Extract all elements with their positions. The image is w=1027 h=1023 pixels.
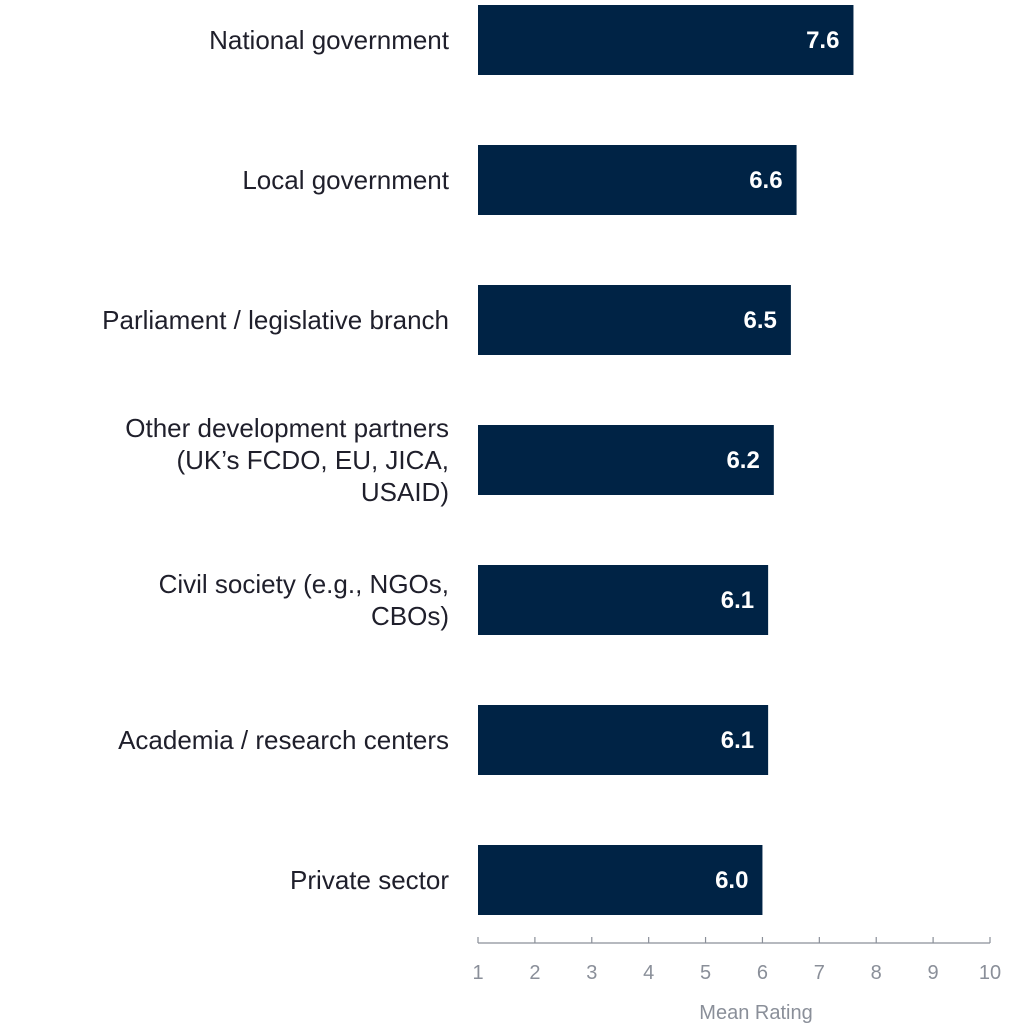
- category-label: Civil society (e.g., NGOs, CBOs): [159, 569, 449, 631]
- category-label-line: Civil society (e.g., NGOs,: [159, 569, 449, 599]
- bar: [478, 5, 854, 75]
- bar-value-label: 6.0: [715, 867, 748, 894]
- x-tick-label: 4: [643, 962, 654, 984]
- category-label-line: Private sector: [290, 865, 449, 895]
- bar: [478, 425, 774, 495]
- category-label: Local government: [242, 165, 449, 195]
- x-tick-label: 7: [814, 962, 825, 984]
- bar-value-label: 6.2: [726, 447, 759, 474]
- x-tick-label: 6: [757, 962, 768, 984]
- bar-value-label: 6.5: [744, 307, 777, 334]
- category-label: Academia / research centers: [118, 725, 449, 755]
- bar: [478, 145, 797, 215]
- bar: [478, 285, 791, 355]
- bar: [478, 845, 763, 915]
- bar-value-label: 7.6: [806, 27, 839, 54]
- x-tick-label: 5: [700, 962, 711, 984]
- category-label-line: Other development partners: [125, 413, 449, 443]
- category-label: Parliament / legislative branch: [102, 305, 449, 335]
- x-tick-label: 1: [472, 962, 483, 984]
- category-label-line: Local government: [242, 165, 449, 195]
- category-label-line: Parliament / legislative branch: [102, 305, 449, 335]
- category-label-line: (UK’s FCDO, EU, JICA,: [176, 445, 449, 475]
- x-tick-label: 2: [529, 962, 540, 984]
- category-label-line: USAID): [361, 477, 449, 507]
- bar-value-label: 6.6: [749, 167, 782, 194]
- category-label: National government: [209, 25, 450, 55]
- x-tick-label: 9: [928, 962, 939, 984]
- x-axis: 1 2 3 4 5 6 7 8 9 10: [472, 937, 1001, 984]
- x-tick-label: 10: [979, 962, 1001, 984]
- bar: [478, 705, 769, 775]
- category-label: Private sector: [290, 865, 449, 895]
- x-axis-title: Mean Rating: [699, 1002, 812, 1023]
- bars-layer: 7.6 National government 6.6 Local governmen…: [102, 5, 854, 915]
- bar: [478, 565, 769, 635]
- category-label-line: National government: [209, 25, 450, 55]
- x-tick-label: 3: [586, 962, 597, 984]
- bar-value-label: 6.1: [721, 587, 754, 614]
- category-label-line: CBOs): [371, 601, 449, 631]
- category-label: Other development partners (UK’s FCDO, EU…: [125, 413, 449, 507]
- x-tick-label: 8: [871, 962, 882, 984]
- bar-value-label: 6.1: [721, 727, 754, 754]
- category-label-line: Academia / research centers: [118, 725, 449, 755]
